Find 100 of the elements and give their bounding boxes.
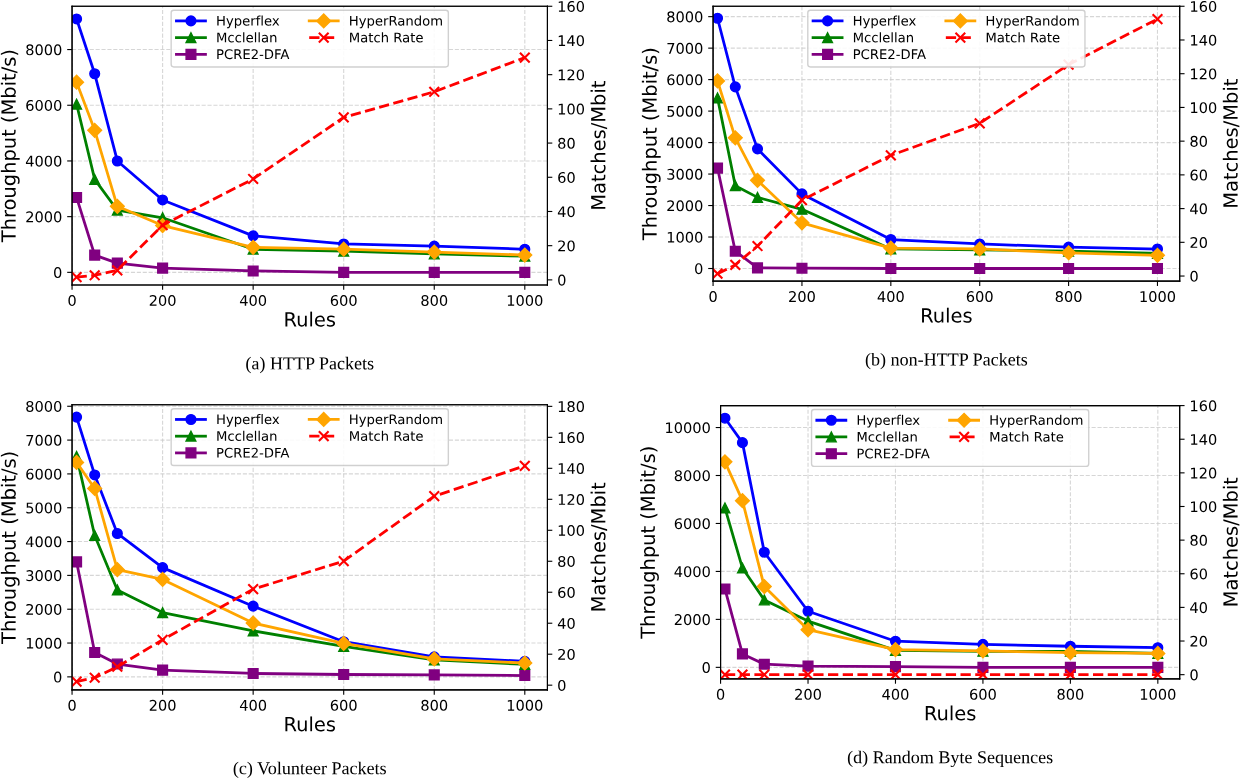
text: (b) non-HTTP Packets (865, 352, 1028, 370)
x-tick-label: 0 (68, 699, 76, 711)
x-tick-label: 200 (795, 688, 821, 700)
y2-tick-label: 60 (1190, 169, 1207, 181)
text: (d) Random Byte Sequences (847, 750, 1053, 768)
y2-tick-label: 0 (1190, 270, 1198, 282)
y-tick-label: 0 (695, 263, 703, 275)
x-tick-label: 200 (149, 699, 176, 711)
x-tick-label: 800 (1055, 291, 1082, 303)
y-axis-title: Throughput (Mbit/s) (0, 452, 20, 644)
y-tick-label: 2000 (26, 603, 62, 615)
x-tick-label: 800 (421, 699, 448, 711)
y2-tick-label: 140 (1191, 34, 1217, 46)
y2-tick-label: 120 (558, 69, 585, 81)
y2-tick-label: 120 (558, 494, 585, 506)
y2-tick-label: 160 (558, 0, 585, 13)
legend-label: PCRE2-DFA (217, 49, 290, 60)
y-tick-label: 5000 (26, 502, 62, 514)
legend-label: HyperRandom (350, 15, 442, 29)
y-tick-label: 4000 (25, 155, 62, 167)
text: (a) HTTP Packets (246, 356, 374, 374)
legend-label: Match Rate (990, 431, 1064, 442)
legend-label: Mcclellan (857, 431, 917, 442)
y-tick-label: 4000 (666, 137, 703, 149)
y2-tick-label: 160 (1191, 400, 1217, 412)
y2-tick-label: 0 (558, 679, 566, 691)
y2-tick-label: 20 (558, 648, 575, 660)
legend-label: Mcclellan (217, 32, 277, 43)
y-tick-label: 6000 (26, 468, 62, 480)
x-tick-label: 200 (789, 291, 815, 303)
y2-tick-label: 60 (1190, 568, 1207, 580)
y-tick-label: 1000 (26, 637, 62, 649)
x-tick-label: 1000 (507, 699, 543, 711)
y2-tick-label: 100 (558, 103, 585, 115)
legend-label: Match Rate (350, 32, 423, 43)
legend-label: PCRE2-DFA (217, 447, 290, 458)
y2-tick-label: 40 (557, 617, 575, 629)
y-tick-label: 1000 (667, 231, 703, 243)
y-tick-label: 8000 (26, 44, 62, 56)
x-tick-label: 0 (68, 294, 76, 307)
y2-axis-title: Matches/Mbit (590, 482, 608, 611)
y-tick-label: 4000 (674, 566, 710, 578)
y-tick-label: 3000 (26, 570, 62, 582)
legend-label: Match Rate (350, 430, 423, 441)
legend-label: HyperRandom (986, 15, 1079, 29)
y2-tick-label: 160 (1191, 0, 1217, 13)
y-tick-label: 6000 (26, 99, 62, 112)
x-tick-label: 1000 (1140, 291, 1176, 303)
legend-label: HyperRandom (350, 414, 442, 427)
y2-tick-label: 40 (557, 206, 575, 218)
y-tick-label: 8000 (26, 400, 62, 413)
x-tick-label: 800 (421, 294, 448, 307)
y-tick-label: 8000 (667, 11, 703, 23)
legend-label: Mcclellan (217, 430, 277, 441)
y2-tick-label: 20 (1190, 635, 1207, 647)
y2-tick-label: 100 (558, 525, 585, 537)
legend-label: Hyperflex (857, 414, 920, 428)
y-tick-label: 8000 (674, 470, 710, 482)
y-tick-label: 0 (54, 671, 62, 683)
y-axis-title: Throughput (Mbit/s) (640, 447, 659, 639)
legend-label: Hyperflex (853, 15, 916, 29)
y2-tick-label: 80 (558, 555, 575, 568)
y-tick-label: 5000 (667, 105, 703, 117)
x-tick-label: 0 (716, 688, 725, 700)
y-axis-title: Throughput (Mbit/s) (0, 50, 20, 243)
y-tick-label: 2000 (674, 614, 710, 626)
legend-label: HyperRandom (990, 414, 1083, 428)
y2-tick-label: 160 (558, 432, 585, 444)
y-tick-label: 0 (702, 662, 710, 674)
y2-tick-label: 140 (558, 35, 585, 47)
y2-tick-label: 100 (1191, 501, 1217, 513)
x-axis-title: Rules (285, 311, 336, 327)
legend-label: PCRE2-DFA (857, 448, 930, 459)
y2-tick-label: 80 (1190, 135, 1207, 147)
y-tick-label: 10000 (666, 422, 710, 434)
y2-tick-label: 20 (558, 240, 575, 252)
y2-tick-label: 140 (1191, 433, 1217, 445)
x-axis-title: Rules (285, 716, 336, 732)
y2-tick-label: 0 (1190, 669, 1198, 681)
x-axis-title: Rules (925, 705, 976, 721)
y-axis-title: Throughput (Mbit/s) (641, 48, 661, 241)
text: (c) Volunteer Packets (233, 761, 386, 779)
x-tick-label: 400 (877, 291, 904, 303)
y2-tick-label: 0 (558, 274, 566, 286)
y2-tick-label: 100 (1191, 102, 1217, 114)
x-tick-label: 600 (970, 688, 996, 700)
legend-label: Mcclellan (853, 32, 913, 43)
y2-axis-title: Matches/Mbit (590, 81, 608, 209)
y2-axis-title: Matches/Mbit (1222, 79, 1240, 207)
y2-tick-label: 80 (1190, 534, 1207, 546)
y-tick-label: 4000 (25, 536, 62, 548)
x-tick-label: 400 (239, 294, 267, 307)
x-tick-label: 1000 (1140, 688, 1176, 700)
y2-tick-label: 20 (1190, 237, 1207, 249)
x-axis-title: Rules (922, 307, 972, 323)
x-tick-label: 200 (149, 294, 176, 307)
y-tick-label: 3000 (667, 168, 703, 180)
y2-tick-label: 120 (1191, 467, 1217, 479)
y-tick-label: 7000 (26, 434, 62, 446)
y-tick-label: 6000 (674, 518, 710, 530)
